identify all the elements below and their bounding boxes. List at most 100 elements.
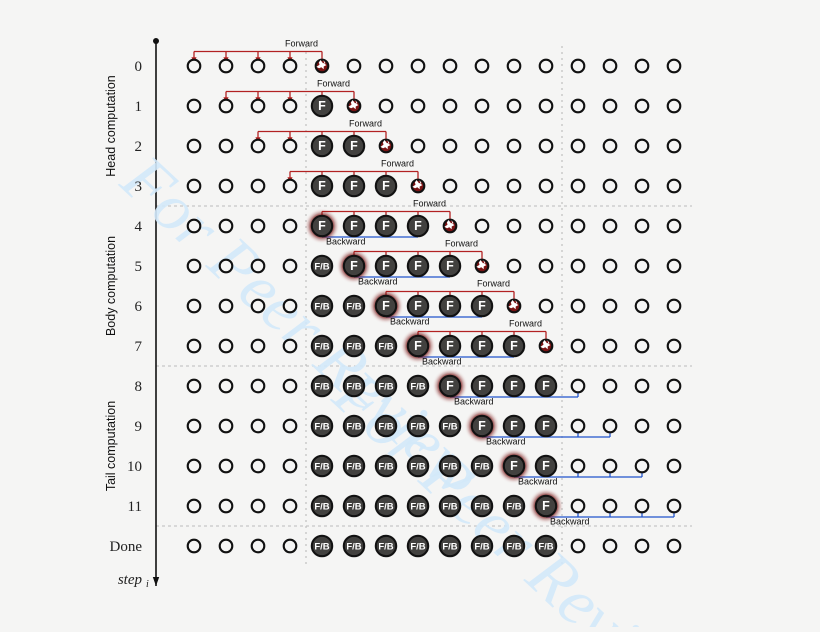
svg-text:F: F [350,259,358,273]
svg-text:10: 10 [127,459,142,475]
svg-text:F: F [510,379,518,393]
svg-text:F: F [478,299,486,313]
svg-text:5: 5 [135,259,143,275]
svg-text:F/B: F/B [506,542,521,553]
svg-text:Backward: Backward [454,396,494,406]
svg-text:Forward: Forward [285,39,318,49]
svg-text:Forward: Forward [445,239,478,249]
svg-text:F: F [478,379,486,393]
svg-text:F/B: F/B [442,542,457,553]
svg-text:4: 4 [135,219,143,235]
svg-text:F/B: F/B [538,542,553,553]
svg-text:F/B: F/B [314,382,329,393]
svg-text:9: 9 [135,419,143,435]
svg-text:Backward: Backward [550,516,590,526]
svg-text:F/B: F/B [346,542,361,553]
svg-text:F/B: F/B [314,262,329,273]
svg-text:F/B: F/B [442,422,457,433]
svg-text:F: F [446,379,454,393]
svg-text:F: F [542,379,550,393]
svg-text:0: 0 [135,59,143,75]
svg-text:F/B: F/B [378,462,393,473]
svg-text:F/B: F/B [442,502,457,513]
svg-text:Backward: Backward [422,356,462,366]
svg-text:F/B: F/B [314,302,329,313]
svg-text:2: 2 [135,139,143,155]
svg-text:F/B: F/B [346,462,361,473]
svg-text:F/B: F/B [378,422,393,433]
svg-text:F: F [446,339,454,353]
svg-text:F: F [350,139,358,153]
svg-text:F: F [382,299,390,313]
svg-text:Backward: Backward [486,436,526,446]
svg-text:Backward: Backward [358,276,398,286]
svg-text:F: F [414,299,422,313]
svg-text:F/B: F/B [378,502,393,513]
svg-text:F/B: F/B [474,542,489,553]
svg-text:Forward: Forward [509,319,542,329]
svg-text:F: F [542,459,550,473]
svg-text:8: 8 [135,379,143,395]
svg-text:i: i [146,579,149,590]
svg-text:F: F [510,339,518,353]
svg-text:F/B: F/B [410,382,425,393]
svg-text:Body computation: Body computation [104,236,118,336]
svg-text:Forward: Forward [477,279,510,289]
svg-text:F/B: F/B [346,342,361,353]
svg-text:F: F [318,179,326,193]
svg-text:F/B: F/B [346,302,361,313]
svg-text:11: 11 [128,499,142,515]
svg-text:F/B: F/B [346,502,361,513]
svg-text:F: F [478,339,486,353]
svg-text:F/B: F/B [314,502,329,513]
svg-text:F: F [350,219,358,233]
svg-text:F/B: F/B [314,462,329,473]
svg-text:F: F [510,459,518,473]
svg-text:Tail computation: Tail computation [104,401,118,491]
svg-text:F/B: F/B [314,342,329,353]
svg-text:Backward: Backward [390,316,430,326]
svg-text:F: F [446,299,454,313]
svg-text:F: F [542,499,550,513]
svg-text:F/B: F/B [378,542,393,553]
svg-text:Forward: Forward [317,79,350,89]
svg-text:F: F [414,339,422,353]
svg-text:F/B: F/B [378,382,393,393]
svg-text:F/B: F/B [346,382,361,393]
svg-text:F/B: F/B [346,422,361,433]
svg-text:F: F [350,179,358,193]
svg-text:F/B: F/B [474,462,489,473]
svg-text:F: F [382,259,390,273]
svg-text:F/B: F/B [314,422,329,433]
svg-text:F: F [414,219,422,233]
svg-text:F: F [510,419,518,433]
svg-text:F: F [318,99,326,113]
svg-text:F: F [382,219,390,233]
svg-text:F/B: F/B [506,502,521,513]
svg-text:F/B: F/B [410,542,425,553]
svg-text:F/B: F/B [410,462,425,473]
svg-text:F: F [478,419,486,433]
svg-text:F/B: F/B [474,502,489,513]
svg-text:F: F [318,219,326,233]
svg-text:step: step [118,572,143,588]
svg-text:Forward: Forward [413,199,446,209]
svg-text:F: F [446,259,454,273]
svg-text:F: F [382,179,390,193]
svg-text:Backward: Backward [518,476,558,486]
svg-text:7: 7 [135,339,143,355]
svg-text:Backward: Backward [326,236,366,246]
svg-text:F/B: F/B [410,422,425,433]
svg-text:F: F [414,259,422,273]
svg-text:Forward: Forward [349,119,382,129]
svg-text:3: 3 [135,179,143,195]
svg-text:Done: Done [110,539,143,555]
svg-text:F/B: F/B [410,502,425,513]
svg-text:F/B: F/B [314,542,329,553]
svg-text:F: F [542,419,550,433]
svg-text:6: 6 [135,299,143,315]
svg-text:F: F [318,139,326,153]
svg-text:F/B: F/B [442,462,457,473]
svg-text:Head computation: Head computation [104,75,118,177]
svg-text:F/B: F/B [378,342,393,353]
